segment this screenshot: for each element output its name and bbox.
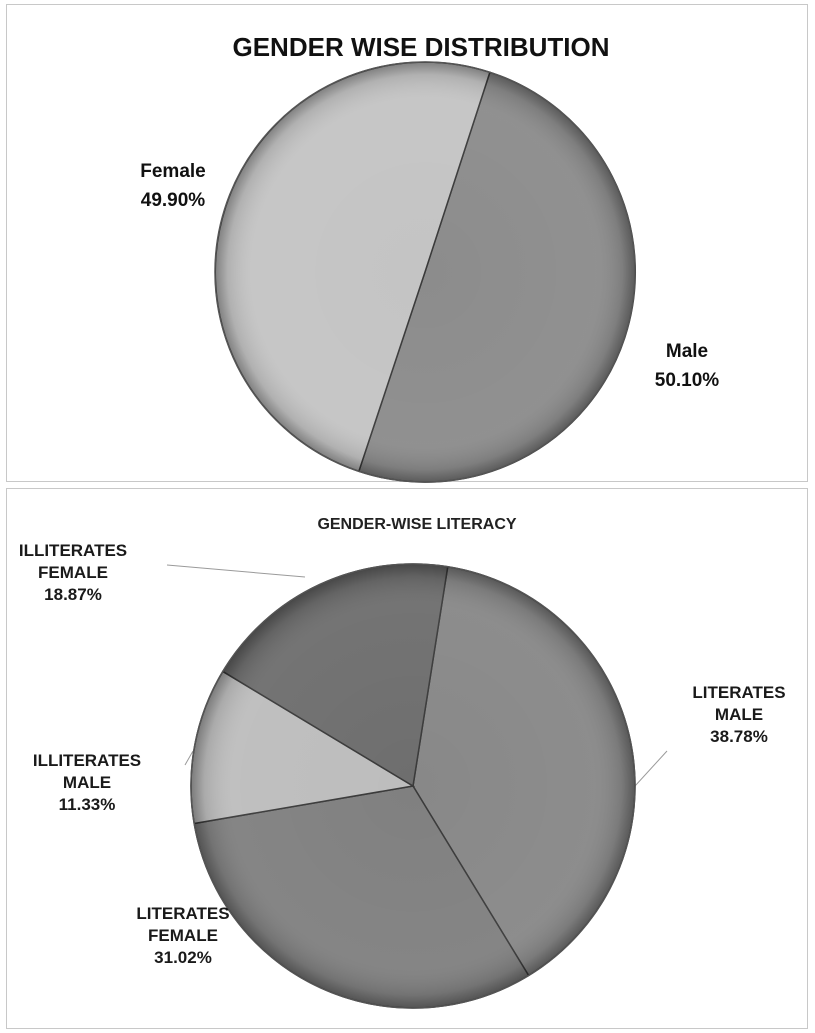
gender-literacy-pie-svg: GENDER-WISE LITERACY LITERATES MALE 38.78%… <box>19 516 786 1009</box>
pie-label-female: Female 49.90% <box>140 161 205 211</box>
leader-line-literates-male <box>634 750 668 787</box>
pie-label-literates-male: LITERATES MALE 38.78% <box>692 683 785 746</box>
pie-label-male: Male 50.10% <box>655 341 720 391</box>
pie-label-literates-female: LITERATES FEMALE 31.02% <box>136 904 229 967</box>
pie-rim <box>190 563 636 1009</box>
gender-literacy-chart: GENDER-WISE LITERACY LITERATES MALE 38.78%… <box>6 488 808 1029</box>
chart-title: GENDER WISE DISTRIBUTION <box>232 32 609 62</box>
pie-label-illiterates-male: ILLITERATES MALE 11.33% <box>33 751 141 814</box>
leader-line-illiterates-female <box>166 564 306 578</box>
gender-distribution-pie-svg: GENDER WISE DISTRIBUTION Male 50.10% Femal… <box>140 32 719 483</box>
pie-slices <box>214 61 637 483</box>
gender-distribution-chart: GENDER WISE DISTRIBUTION Male 50.10% Femal… <box>6 4 808 483</box>
pie-rim <box>214 61 636 483</box>
pie-label-illiterates-female: ILLITERATES FEMALE 18.87% <box>19 541 127 604</box>
leader-lines <box>166 564 668 787</box>
leader-line-illiterates-male <box>184 750 194 766</box>
pie-slices <box>190 563 636 1009</box>
pie-labels: LITERATES MALE 38.78% LITERATES FEMALE 31.02%… <box>19 541 786 967</box>
chart-title: GENDER-WISE LITERACY <box>317 516 516 533</box>
pie-labels: Male 50.10% Female 49.90% <box>140 161 719 391</box>
